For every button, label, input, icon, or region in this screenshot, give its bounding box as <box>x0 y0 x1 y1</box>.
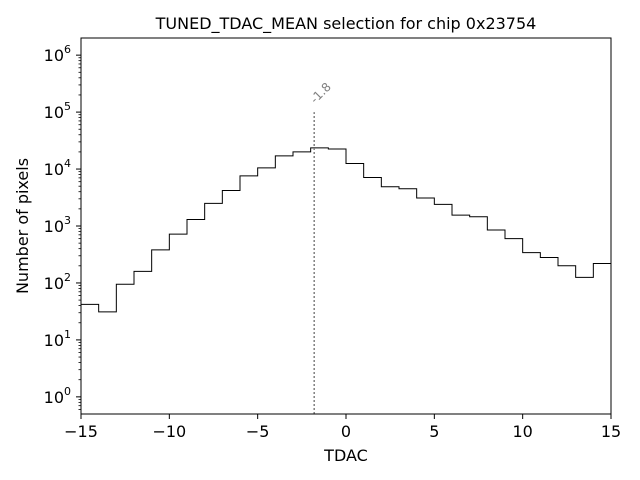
y-tick-label: 104 <box>44 157 71 179</box>
y-tick-label: 105 <box>44 100 71 122</box>
x-tick-label: −10 <box>152 422 186 441</box>
y-tick-label: 102 <box>44 271 71 293</box>
x-tick-label: 10 <box>512 422 532 441</box>
x-tick-label: 5 <box>429 422 439 441</box>
chart-title: TUNED_TDAC_MEAN selection for chip 0x237… <box>155 14 537 34</box>
y-tick-label: 106 <box>44 43 71 65</box>
y-axis: 100 101 102 103 104 105 106 <box>44 43 81 410</box>
x-axis: −15 −10 −5 0 5 10 15 <box>64 414 621 441</box>
x-tick-label: −15 <box>64 422 98 441</box>
y-axis-title: Number of pixels <box>13 158 32 294</box>
y-tick-label: 101 <box>44 328 71 350</box>
histogram-step-line <box>80 147 612 414</box>
x-axis-title: TDAC <box>323 446 368 465</box>
x-tick-label: −5 <box>246 422 270 441</box>
y-tick-label: 100 <box>44 385 71 407</box>
x-tick-label: 0 <box>341 422 351 441</box>
y-tick-label: 103 <box>44 214 71 236</box>
x-tick-label: 15 <box>601 422 621 441</box>
